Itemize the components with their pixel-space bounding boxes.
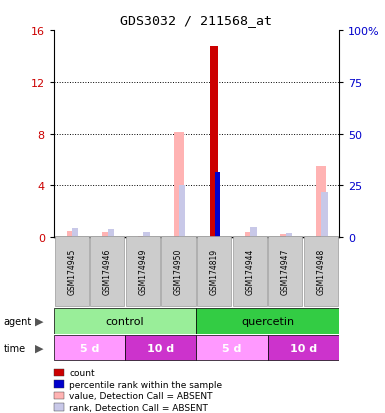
FancyBboxPatch shape xyxy=(268,335,339,361)
FancyBboxPatch shape xyxy=(196,335,268,361)
FancyBboxPatch shape xyxy=(90,237,124,306)
Text: 10 d: 10 d xyxy=(147,343,174,353)
Text: rank, Detection Call = ABSENT: rank, Detection Call = ABSENT xyxy=(69,403,208,412)
Bar xyxy=(316,166,326,237)
Bar xyxy=(215,173,220,237)
Text: quercetin: quercetin xyxy=(241,316,294,326)
Text: ▶: ▶ xyxy=(35,316,43,326)
Text: value, Detection Call = ABSENT: value, Detection Call = ABSENT xyxy=(69,391,213,400)
Text: count: count xyxy=(69,368,95,377)
FancyBboxPatch shape xyxy=(233,237,267,306)
Bar xyxy=(280,235,290,237)
Text: GSM174949: GSM174949 xyxy=(139,248,147,295)
FancyBboxPatch shape xyxy=(161,237,196,306)
Text: agent: agent xyxy=(4,316,32,326)
Text: 5 d: 5 d xyxy=(222,343,242,353)
Text: percentile rank within the sample: percentile rank within the sample xyxy=(69,380,223,389)
Bar xyxy=(286,234,292,237)
FancyBboxPatch shape xyxy=(125,335,196,361)
Text: GSM174947: GSM174947 xyxy=(281,248,290,295)
Text: GSM174819: GSM174819 xyxy=(210,249,219,294)
Text: GSM174945: GSM174945 xyxy=(67,248,76,295)
FancyBboxPatch shape xyxy=(304,237,338,306)
Bar xyxy=(210,47,218,237)
Bar xyxy=(250,227,256,237)
FancyBboxPatch shape xyxy=(196,309,339,334)
Bar xyxy=(174,133,184,237)
FancyBboxPatch shape xyxy=(268,237,303,306)
Text: 10 d: 10 d xyxy=(290,343,317,353)
Text: GSM174948: GSM174948 xyxy=(316,249,325,294)
Text: GSM174944: GSM174944 xyxy=(245,248,254,295)
Bar xyxy=(321,192,328,237)
FancyBboxPatch shape xyxy=(54,335,125,361)
Bar xyxy=(179,186,185,237)
Bar xyxy=(72,228,79,237)
Text: GSM174946: GSM174946 xyxy=(103,248,112,295)
Bar xyxy=(143,232,150,237)
Text: time: time xyxy=(4,343,26,353)
Text: GSM174950: GSM174950 xyxy=(174,248,183,295)
FancyBboxPatch shape xyxy=(55,237,89,306)
Bar xyxy=(245,232,255,237)
FancyBboxPatch shape xyxy=(126,237,160,306)
Text: control: control xyxy=(106,316,144,326)
Bar xyxy=(67,231,77,237)
Text: 5 d: 5 d xyxy=(80,343,99,353)
Bar xyxy=(108,230,114,237)
Title: GDS3032 / 211568_at: GDS3032 / 211568_at xyxy=(121,14,272,27)
FancyBboxPatch shape xyxy=(54,309,196,334)
FancyBboxPatch shape xyxy=(197,237,231,306)
Text: ▶: ▶ xyxy=(35,343,43,353)
Bar xyxy=(102,232,112,237)
Bar xyxy=(138,236,148,237)
